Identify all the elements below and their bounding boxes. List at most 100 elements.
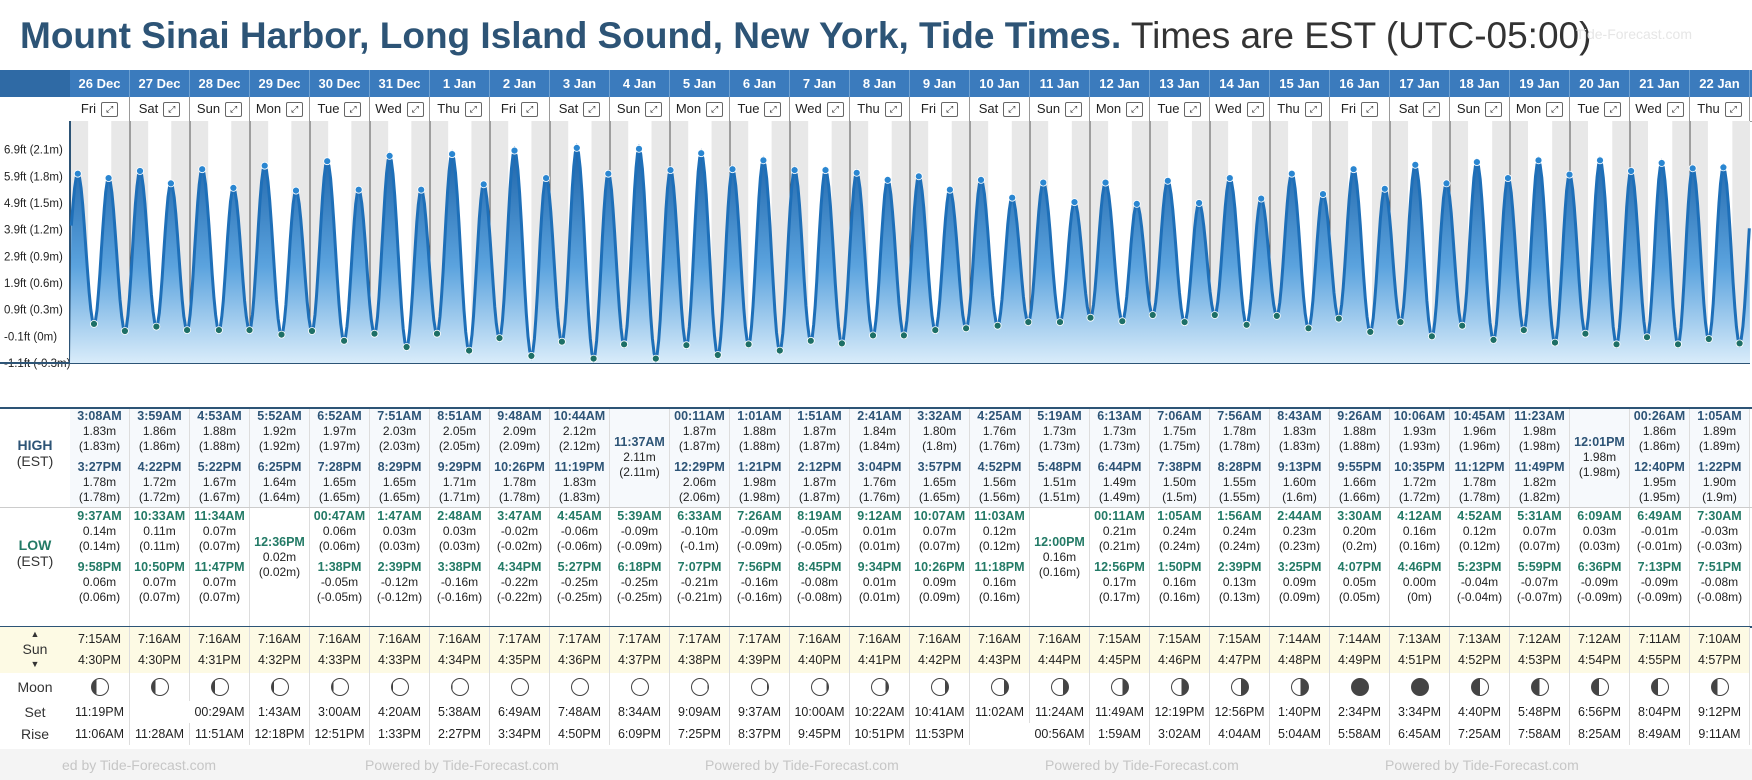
low-tide-point[interactable] [1210,311,1219,319]
high-tide-point[interactable] [260,161,269,170]
high-tide-point[interactable] [1534,156,1543,165]
low-tide-point[interactable] [340,336,349,345]
low-tide-point[interactable] [245,326,254,335]
high-tide-point[interactable] [417,185,426,194]
high-tide-point[interactable] [73,169,82,178]
low-tide-point[interactable] [495,334,504,343]
low-tide-point[interactable] [1674,340,1682,349]
high-tide-point[interactable] [479,180,488,189]
high-tide-point[interactable] [323,157,332,166]
high-tide-point[interactable] [883,176,892,184]
low-tide-point[interactable] [1551,338,1559,347]
expand-icon[interactable]: ⤢ [1184,102,1202,118]
expand-icon[interactable]: ⤢ [101,102,119,118]
low-tide-point[interactable] [152,322,161,331]
low-tide-point[interactable] [121,327,129,335]
low-tide-point[interactable] [90,319,98,328]
high-tide-point[interactable] [914,172,923,181]
high-tide-point[interactable] [852,168,861,177]
high-tide-point[interactable] [385,152,394,160]
expand-icon[interactable]: ⤢ [1724,102,1742,118]
low-tide-point[interactable] [1024,318,1033,327]
high-tide-point[interactable] [1195,199,1203,207]
high-tide-point[interactable] [166,179,175,188]
expand-icon[interactable]: ⤢ [464,102,482,118]
high-tide-point[interactable] [635,144,643,153]
high-tide-point[interactable] [821,166,830,174]
low-tide-point[interactable] [651,354,660,363]
low-tide-point[interactable] [589,354,598,363]
low-tide-point[interactable] [402,343,411,351]
low-tide-point[interactable] [900,331,908,340]
low-tide-point[interactable] [465,346,474,355]
high-tide-point[interactable] [728,165,737,174]
high-tide-point[interactable] [666,166,675,174]
low-tide-point[interactable] [433,329,441,338]
low-tide-point[interactable] [1704,335,1713,343]
expand-icon[interactable]: ⤢ [764,102,782,118]
high-tide-point[interactable] [292,186,300,195]
low-tide-point[interactable] [1735,339,1744,348]
expand-icon[interactable]: ⤢ [1003,102,1021,118]
low-tide-point[interactable] [1396,318,1405,327]
low-tide-point[interactable] [1489,335,1498,344]
low-tide-point[interactable] [277,330,286,339]
high-tide-point[interactable] [1504,174,1512,182]
high-tide-point[interactable] [977,176,985,184]
high-tide-point[interactable] [1132,200,1141,208]
low-tide-point[interactable] [962,324,970,333]
high-tide-point[interactable] [1319,190,1327,198]
expand-icon[interactable]: ⤢ [1126,102,1144,118]
low-tide-point[interactable] [370,329,379,338]
expand-icon[interactable]: ⤢ [1246,102,1264,118]
expand-icon[interactable]: ⤢ [1065,102,1083,118]
low-tide-point[interactable] [1334,314,1343,323]
high-tide-point[interactable] [1688,164,1697,173]
low-tide-point[interactable] [1519,326,1528,335]
low-tide-point[interactable] [1242,320,1251,329]
low-tide-point[interactable] [308,327,316,335]
high-tide-point[interactable] [136,167,144,175]
low-tide-point[interactable] [527,351,536,360]
expand-icon[interactable]: ⤢ [1546,102,1564,118]
expand-icon[interactable]: ⤢ [706,102,724,118]
low-tide-point[interactable] [744,340,753,349]
high-tide-point[interactable] [1349,165,1358,174]
low-tide-point[interactable] [838,339,846,348]
expand-icon[interactable]: ⤢ [1485,102,1503,118]
low-tide-point[interactable] [558,337,566,346]
high-tide-point[interactable] [790,166,799,174]
low-tide-point[interactable] [214,326,223,335]
low-tide-point[interactable] [1428,332,1436,341]
low-tide-point[interactable] [1643,333,1651,342]
high-tide-point[interactable] [604,169,613,178]
expand-icon[interactable]: ⤢ [826,102,844,118]
low-tide-point[interactable] [1118,317,1127,326]
low-tide-point[interactable] [931,326,940,335]
expand-icon[interactable]: ⤢ [645,102,663,118]
low-tide-point[interactable] [1086,313,1095,322]
low-tide-point[interactable] [1056,318,1064,327]
expand-icon[interactable]: ⤢ [1423,102,1441,118]
low-tide-point[interactable] [713,351,722,359]
low-tide-point[interactable] [682,341,691,350]
high-tide-point[interactable] [354,185,363,194]
high-tide-point[interactable] [510,146,519,155]
high-tide-point[interactable] [1719,163,1728,172]
expand-icon[interactable]: ⤢ [884,102,902,118]
low-tide-point[interactable] [775,346,784,355]
high-tide-point[interactable] [1473,158,1481,166]
expand-icon[interactable]: ⤢ [1604,102,1622,118]
high-tide-point[interactable] [1225,174,1234,182]
low-tide-point[interactable] [1272,311,1281,320]
high-tide-point[interactable] [759,156,768,165]
high-tide-point[interactable] [1039,178,1048,187]
low-tide-point[interactable] [1458,321,1467,330]
expand-icon[interactable]: ⤢ [286,102,304,118]
expand-icon[interactable]: ⤢ [1666,102,1684,118]
low-tide-point[interactable] [1304,324,1313,333]
low-tide-point[interactable] [1180,318,1189,327]
low-tide-point[interactable] [1148,311,1157,319]
low-tide-point[interactable] [1366,327,1375,336]
expand-icon[interactable]: ⤢ [163,102,181,118]
